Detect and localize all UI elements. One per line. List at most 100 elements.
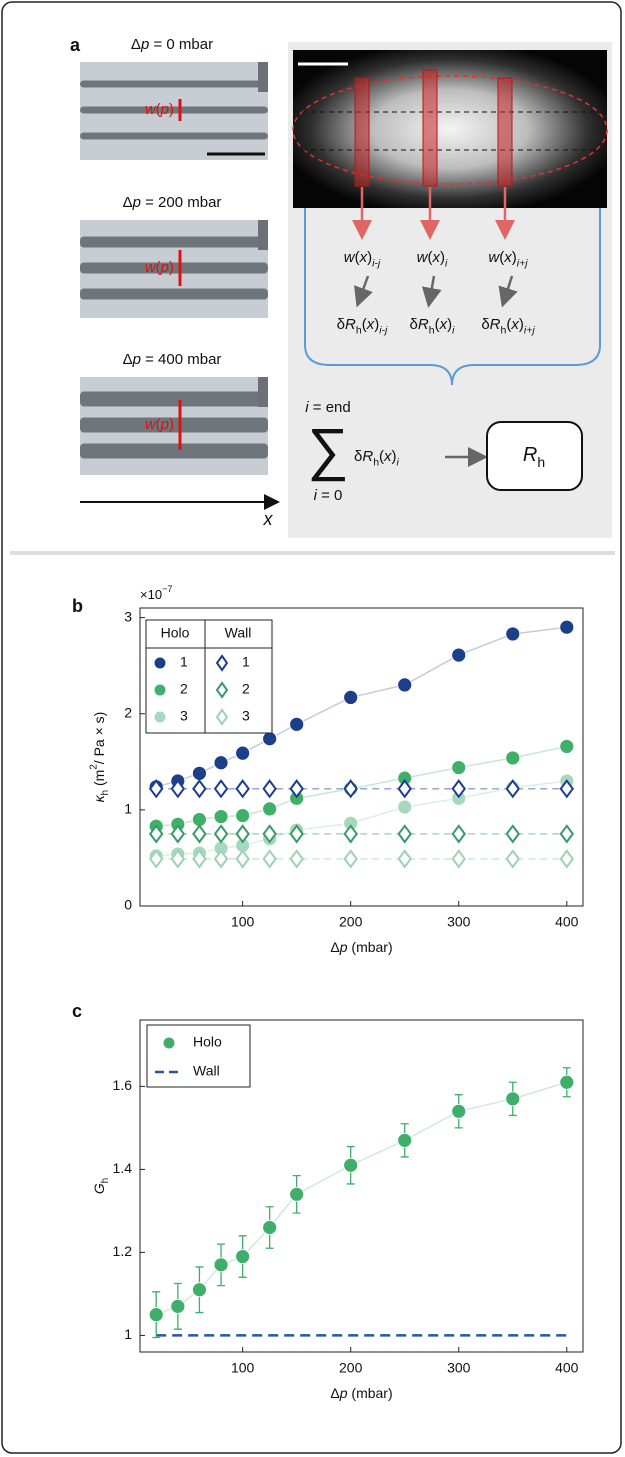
text-part: ( [355,249,360,266]
y-axis-label: Gh [91,1178,111,1194]
y-tick-label: 2 [124,704,132,720]
channel-wall [80,417,268,433]
text-part: p [160,416,169,433]
text-part: i+j [524,324,535,336]
text-part: R [418,316,429,333]
data-point [235,779,250,799]
text-part: (mbar) [348,1385,393,1401]
text-part: p [339,1385,348,1401]
text-part: p [132,351,141,368]
text-part: ( [499,249,504,266]
arrow [354,275,373,308]
y-axis-label: κh (m2/ Pa × s) [88,712,110,803]
data-point [213,809,229,824]
legend-label: 2 [180,681,188,697]
data-point [343,824,358,844]
data-point [262,824,277,844]
y-tick-label: 3 [124,608,132,624]
data-point [505,1091,521,1107]
legend [145,619,273,734]
data-point [148,1307,164,1323]
y-tick-label: 1 [124,801,132,817]
x-axis-label: Δp (mbar) [330,1385,392,1401]
text-part: h [356,324,362,336]
text-part: p [132,194,141,211]
text-part: R [523,444,537,466]
channel-wall [80,236,268,248]
text-part: w [145,416,157,433]
data-point [505,849,521,869]
channel-wall [80,80,268,88]
outline [292,75,608,185]
data-point [213,849,229,869]
channel-wall [80,262,268,274]
data-point [559,849,575,869]
y-tick-label: 0 [124,897,132,913]
text-part: ( [506,316,511,333]
text-part: i-j [372,257,381,269]
text-part: ) [440,249,445,266]
data-point [170,779,186,799]
text-part: ) [512,249,517,266]
text-part: ∑ [307,417,348,482]
data-point [451,824,466,844]
data-point [289,849,304,869]
data-point [505,750,521,766]
data-point [235,808,251,824]
text-part: i-j [379,324,388,336]
text-part: ( [428,249,433,266]
sum-term: δRh(x)i [354,448,400,468]
x-tick-label: 100 [231,914,255,930]
text-part: i+j [517,257,528,269]
text-part: w [145,101,157,118]
data-point [213,1257,229,1273]
data-point [559,1074,575,1090]
text-part: 2 [88,764,99,769]
data-point [397,1132,413,1148]
data-point [289,1186,305,1202]
text-part: Δ [123,351,133,368]
pressure-label: Δp = 400 mbar [123,351,222,368]
text-part: κ [91,794,107,802]
width-term: w(x)i [417,249,448,269]
x-tick-label: 200 [339,914,363,930]
legend-label: 2 [242,681,250,697]
data-point [451,1103,467,1119]
data-point [289,824,304,844]
data-point [397,799,413,815]
section [497,77,513,187]
data-point [192,824,207,844]
legend-label: 1 [242,654,250,670]
pillar [258,62,268,92]
channel-wall [80,443,268,459]
data-point [451,779,466,799]
text-part: ) [447,316,452,333]
text-part: i [314,487,318,504]
data-point [192,849,207,869]
y-tick-label: 1.4 [113,1160,133,1176]
pillar [258,377,268,407]
pillar [258,220,268,250]
data-point [170,1298,186,1314]
text-part: ( [156,259,161,276]
text-part: = 400 mbar [141,351,221,368]
legend-group: Holo [161,625,190,641]
legend-label: Wall [193,1063,220,1079]
text-part: w [417,249,429,266]
text-part: δ [481,316,489,333]
text-part: Δ [123,194,133,211]
axis-label: x [263,509,274,529]
data-point [343,690,359,705]
y-tick-label: 1 [124,1326,132,1342]
text-part: δ [410,316,418,333]
section [422,69,438,187]
text-part: h [99,790,110,795]
data-point [505,824,521,844]
data-point [148,779,164,799]
text-part: ) [374,316,379,333]
text-part: (mbar) [348,939,393,955]
text-part: Δ [131,36,141,53]
data-point [192,765,207,781]
data-point [397,779,412,799]
